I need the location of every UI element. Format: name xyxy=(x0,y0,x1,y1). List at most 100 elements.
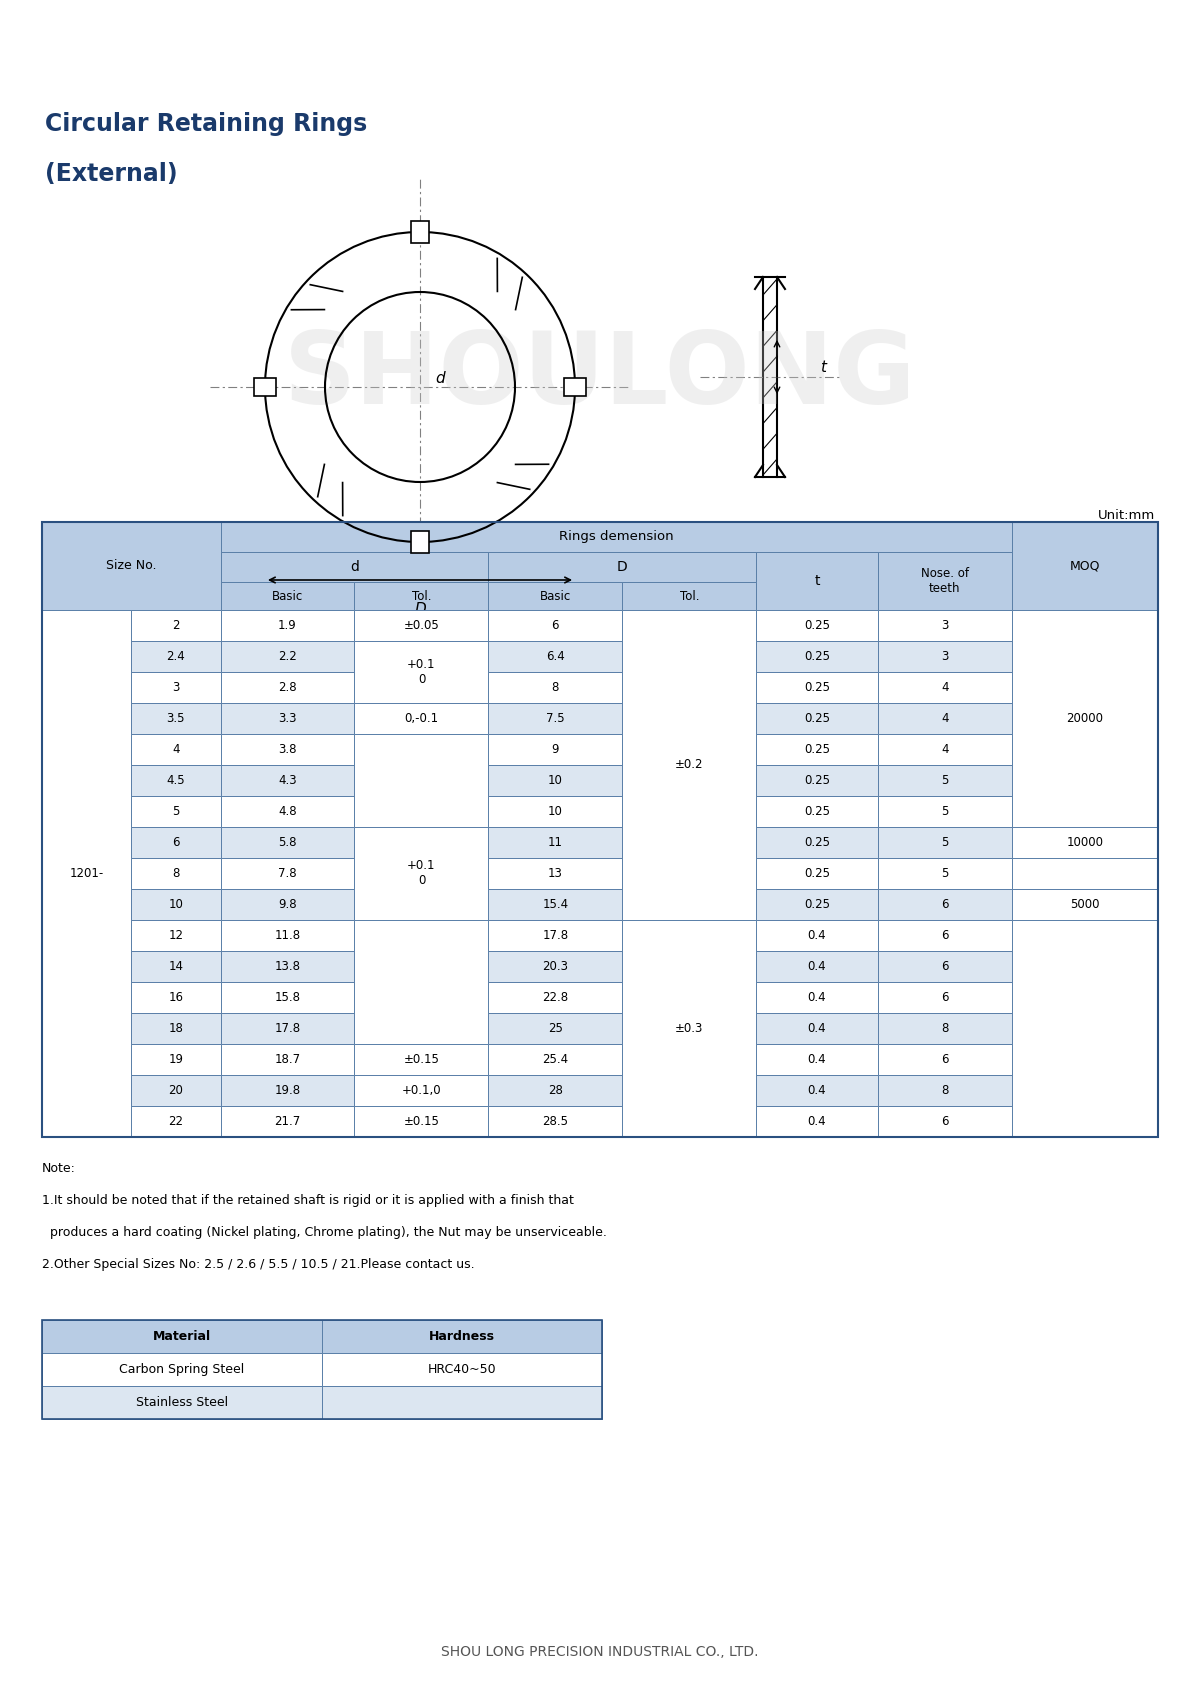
Bar xyxy=(42,889,131,920)
Text: 13: 13 xyxy=(548,867,563,881)
Text: SHOULONG: SHOULONG xyxy=(284,329,916,426)
Text: Stainless Steel: Stainless Steel xyxy=(136,1397,228,1409)
Text: ±0.3: ±0.3 xyxy=(676,1022,703,1035)
Bar xyxy=(623,859,756,889)
Bar xyxy=(877,672,1012,703)
Text: Rings demension: Rings demension xyxy=(559,531,673,543)
Bar xyxy=(756,920,877,950)
Bar xyxy=(221,765,354,796)
Text: 7.5: 7.5 xyxy=(546,713,565,725)
Bar xyxy=(488,641,623,672)
Text: 8: 8 xyxy=(941,1022,948,1035)
Bar xyxy=(354,1074,488,1106)
Bar xyxy=(221,920,354,950)
Bar xyxy=(756,796,877,826)
Bar xyxy=(131,983,221,1013)
Bar xyxy=(354,920,488,950)
Bar xyxy=(221,641,354,672)
Bar xyxy=(623,582,756,609)
Text: 4: 4 xyxy=(172,743,180,755)
Bar xyxy=(1012,983,1158,1013)
Text: 6: 6 xyxy=(552,619,559,631)
Bar xyxy=(221,1013,354,1044)
Text: d: d xyxy=(436,372,445,387)
Text: 6: 6 xyxy=(941,1115,948,1129)
Text: 10000: 10000 xyxy=(1067,837,1103,848)
Bar xyxy=(1012,826,1158,859)
Bar xyxy=(1012,920,1158,950)
Text: 3: 3 xyxy=(173,680,180,694)
Bar xyxy=(623,826,756,859)
Bar xyxy=(488,735,623,765)
Text: 6: 6 xyxy=(941,898,948,911)
Bar xyxy=(756,703,877,735)
Text: Size No.: Size No. xyxy=(106,560,156,572)
Text: 21.7: 21.7 xyxy=(275,1115,301,1129)
Text: Note:: Note: xyxy=(42,1162,76,1174)
Bar xyxy=(877,641,1012,672)
Bar xyxy=(412,221,430,243)
Bar xyxy=(131,641,221,672)
Bar xyxy=(354,920,488,1044)
Text: MOQ: MOQ xyxy=(1069,560,1100,572)
Text: 2.8: 2.8 xyxy=(278,680,296,694)
Text: 10: 10 xyxy=(168,898,184,911)
Text: 4: 4 xyxy=(941,713,948,725)
Bar xyxy=(488,1074,623,1106)
Bar xyxy=(1012,609,1158,826)
Bar xyxy=(131,1013,221,1044)
Bar xyxy=(488,796,623,826)
Bar xyxy=(42,672,131,703)
Text: 25: 25 xyxy=(548,1022,563,1035)
Text: 14: 14 xyxy=(168,961,184,972)
Bar xyxy=(877,765,1012,796)
Bar xyxy=(221,1106,354,1137)
Bar xyxy=(623,1013,756,1044)
Bar xyxy=(354,1013,488,1044)
Text: Carbon Spring Steel: Carbon Spring Steel xyxy=(119,1363,245,1376)
Text: Basic: Basic xyxy=(272,589,304,602)
Bar xyxy=(354,1106,488,1137)
Bar xyxy=(877,735,1012,765)
Text: 2.2: 2.2 xyxy=(278,650,296,664)
Text: 10: 10 xyxy=(548,774,563,787)
Bar xyxy=(488,609,623,641)
Bar xyxy=(131,1106,221,1137)
Text: 5: 5 xyxy=(941,774,948,787)
Text: 6.4: 6.4 xyxy=(546,650,565,664)
Text: 18: 18 xyxy=(168,1022,184,1035)
Text: 0.25: 0.25 xyxy=(804,743,830,755)
Bar xyxy=(42,1386,322,1419)
Text: 15.8: 15.8 xyxy=(275,991,300,1005)
Bar xyxy=(131,1074,221,1106)
Bar xyxy=(564,378,586,395)
Bar xyxy=(131,641,221,672)
Bar xyxy=(756,1074,877,1106)
Text: produces a hard coating (Nickel plating, Chrome plating), the Nut may be unservi: produces a hard coating (Nickel plating,… xyxy=(42,1225,607,1239)
Bar xyxy=(877,859,1012,889)
Bar xyxy=(877,889,1012,920)
Text: Hardness: Hardness xyxy=(430,1330,494,1342)
Bar xyxy=(756,859,877,889)
Text: 4: 4 xyxy=(941,680,948,694)
Text: 6: 6 xyxy=(941,961,948,972)
Text: 0.4: 0.4 xyxy=(808,1054,827,1066)
Bar xyxy=(756,796,877,826)
Bar xyxy=(42,523,221,609)
Bar xyxy=(221,796,354,826)
Text: 5: 5 xyxy=(173,804,180,818)
Bar xyxy=(354,826,488,920)
Bar xyxy=(42,826,131,859)
Text: +0.1
0: +0.1 0 xyxy=(407,658,436,686)
Bar xyxy=(131,889,221,920)
Text: ±0.2: ±0.2 xyxy=(676,759,703,772)
Bar xyxy=(42,983,131,1013)
Bar xyxy=(756,765,877,796)
Bar xyxy=(131,859,221,889)
Bar xyxy=(1012,735,1158,765)
Bar xyxy=(42,1320,322,1353)
Bar xyxy=(1012,641,1158,672)
Text: +0.1,0: +0.1,0 xyxy=(402,1084,442,1096)
Bar xyxy=(623,672,756,703)
Bar xyxy=(42,1353,322,1386)
